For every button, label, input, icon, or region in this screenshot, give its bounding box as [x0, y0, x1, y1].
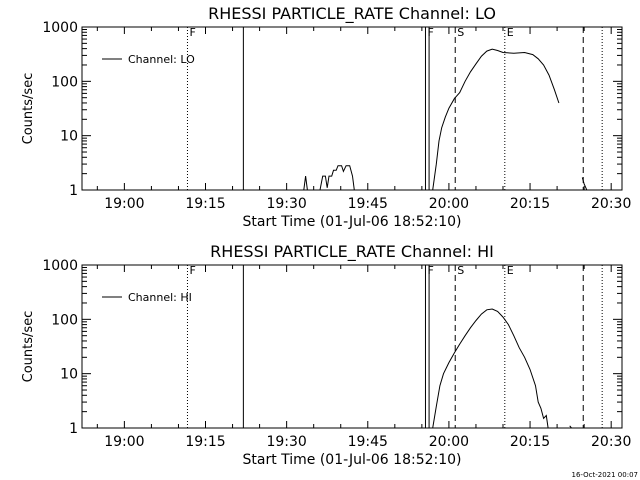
event-marker-label: S	[457, 26, 464, 39]
series-line	[432, 48, 560, 191]
x-tick-label: 20:00	[429, 196, 469, 212]
chart-title: RHESSI PARTICLE_RATE Channel: HI	[210, 242, 494, 262]
y-tick-label: 1	[69, 183, 78, 199]
footer-timestamp: 16-Oct-2021 00:07	[571, 471, 638, 479]
x-tick-label: 20:15	[510, 434, 550, 450]
y-tick-label: 100	[51, 312, 78, 328]
x-tick-label: 19:30	[266, 434, 306, 450]
chart-panel-1	[81, 26, 623, 191]
chart-panel-2	[81, 264, 623, 429]
x-tick-label: 19:45	[348, 434, 388, 450]
series-line	[319, 165, 355, 191]
y-axis-label: Counts/sec	[21, 73, 36, 145]
event-marker-label: E	[507, 264, 514, 277]
y-tick-label: 1	[69, 421, 78, 437]
x-axis-label: Start Time (01-Jul-06 18:52:10)	[242, 214, 461, 230]
x-tick-label: 20:30	[591, 434, 631, 450]
event-marker-label: S	[457, 264, 464, 277]
y-tick-label: 1000	[42, 20, 78, 36]
y-axis-label: Counts/sec	[21, 311, 36, 383]
plot-frame	[81, 26, 623, 191]
series-line	[303, 176, 308, 191]
event-marker-label: F	[189, 264, 195, 277]
series-line	[581, 177, 588, 191]
x-tick-label: 19:15	[185, 434, 225, 450]
chart-title: RHESSI PARTICLE_RATE Channel: LO	[208, 4, 496, 24]
series-line	[432, 308, 549, 429]
x-tick-label: 19:00	[104, 434, 144, 450]
y-tick-label: 1000	[42, 258, 78, 274]
event-marker-label: F	[427, 264, 433, 277]
x-tick-label: 20:00	[429, 434, 469, 450]
series-line	[569, 425, 572, 429]
event-marker-label: F	[427, 26, 433, 39]
x-tick-label: 19:45	[348, 196, 388, 212]
x-tick-label: 19:30	[266, 196, 306, 212]
x-tick-label: 19:15	[185, 196, 225, 212]
plot-frame	[81, 264, 623, 429]
legend-label: Channel: HI	[128, 291, 192, 304]
y-tick-label: 10	[60, 129, 78, 145]
x-tick-label: 20:15	[510, 196, 550, 212]
legend-label: Channel: LO	[128, 53, 195, 66]
x-tick-label: 19:00	[104, 196, 144, 212]
event-marker-label: F	[189, 26, 195, 39]
event-marker-label: E	[507, 26, 514, 39]
x-tick-label: 20:30	[591, 196, 631, 212]
y-tick-label: 10	[60, 367, 78, 383]
x-axis-label: Start Time (01-Jul-06 18:52:10)	[242, 452, 461, 468]
y-tick-label: 100	[51, 74, 78, 90]
